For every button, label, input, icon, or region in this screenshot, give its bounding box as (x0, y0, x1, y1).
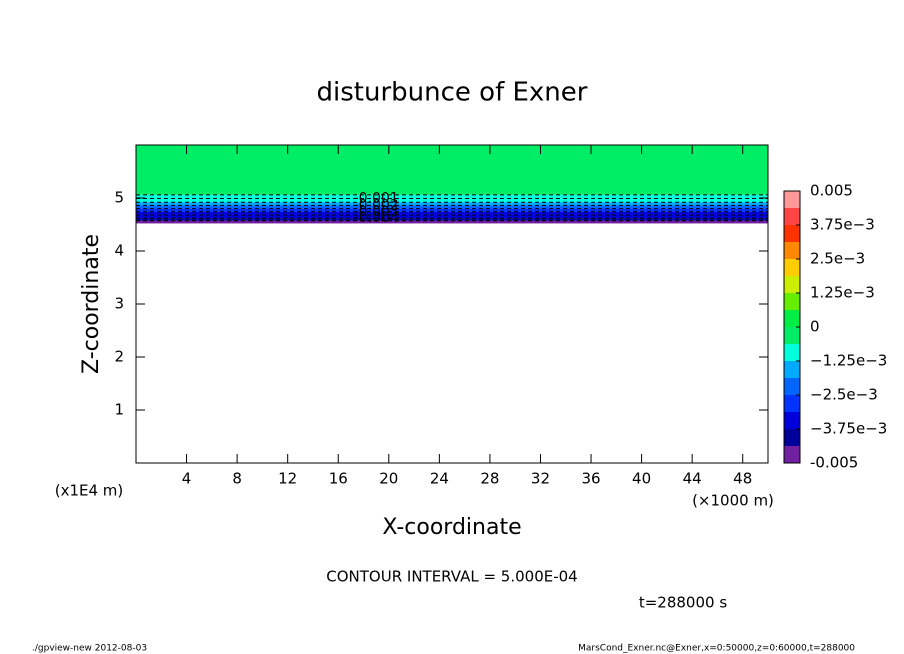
colorbar-swatch (784, 276, 800, 293)
colorbar-tick-label: 1.25e−3 (810, 284, 875, 302)
y-tick-label: 5 (114, 189, 124, 207)
x-tick-label: 44 (683, 470, 702, 488)
contour-band (136, 202, 768, 206)
colorbar-tick-label: −2.5e−3 (810, 386, 878, 404)
contour-band (136, 194, 768, 199)
y-tick-label: 1 (114, 401, 124, 419)
x-tick-label: 36 (581, 470, 600, 488)
x-tick-label: 8 (232, 470, 242, 488)
x-tick-label: 24 (430, 470, 449, 488)
contour-label: -0.003 (354, 204, 399, 220)
colorbar-tick-label: 0.005 (810, 182, 853, 200)
colorbar-swatch (784, 259, 800, 276)
colorbar-swatch (784, 361, 800, 378)
footer-right: MarsCond_Exner.nc@Exner,x=0:50000,z=0:60… (578, 644, 855, 654)
colorbar-swatch (784, 378, 800, 395)
x-tick-label: 16 (329, 470, 348, 488)
time-label: t=288000 s (639, 594, 727, 612)
x-tick-label: 32 (531, 470, 550, 488)
colorbar-swatch (784, 225, 800, 242)
colorbar-swatch (784, 446, 800, 463)
x-tick-label: 12 (278, 470, 297, 488)
contour-band (136, 214, 768, 219)
footer-left: ./gpview-new 2012-08-03 (32, 644, 147, 654)
colorbar-tick-label: 3.75e−3 (810, 216, 875, 234)
contour-band (136, 205, 768, 209)
colorbar-swatch (784, 242, 800, 259)
colorbar-tick-label: 0 (810, 318, 820, 336)
y-tick-label: 2 (114, 348, 124, 366)
colorbar-tick-label: -0.005 (810, 454, 858, 472)
x-unit: (×1000 m) (692, 492, 774, 510)
contour-label: -0.002 (354, 197, 399, 213)
contour-band (136, 208, 768, 212)
colorbar-swatch (784, 344, 800, 361)
chart-title: disturbunce of Exner (317, 78, 588, 108)
contour-band (136, 218, 768, 221)
colorbar-swatch (784, 191, 800, 208)
y-tick-label: 4 (114, 242, 124, 260)
contour-label: -0.004 (354, 210, 399, 226)
colorbar-swatch (784, 395, 800, 412)
contour-band (136, 220, 768, 224)
colorbar-tick-label: 2.5e−3 (810, 250, 865, 268)
colorbar-swatch (784, 429, 800, 446)
y-axis-label: Z-coordinate (79, 234, 104, 374)
x-tick-label: 4 (182, 470, 192, 488)
contour-band (136, 145, 768, 195)
colorbar-swatch (784, 293, 800, 310)
colorbar-tick-label: −3.75e−3 (810, 420, 887, 438)
x-tick-label: 48 (733, 470, 752, 488)
colorbar-swatch (784, 412, 800, 429)
contour-band (136, 198, 768, 203)
contour-interval: CONTOUR INTERVAL = 5.000E-04 (326, 568, 577, 586)
colorbar-swatch (784, 310, 800, 327)
y-tick-label: 3 (114, 295, 124, 313)
contour-label: -0.001 (354, 191, 399, 207)
y-unit: (x1E4 m) (55, 482, 124, 500)
colorbar-tick-label: −1.25e−3 (810, 352, 887, 370)
contour-band (136, 211, 768, 215)
colorbar-swatch (784, 327, 800, 344)
x-tick-label: 28 (480, 470, 499, 488)
x-axis-label: X-coordinate (382, 515, 521, 540)
x-tick-label: 20 (379, 470, 398, 488)
x-tick-label: 40 (632, 470, 651, 488)
colorbar-swatch (784, 208, 800, 225)
